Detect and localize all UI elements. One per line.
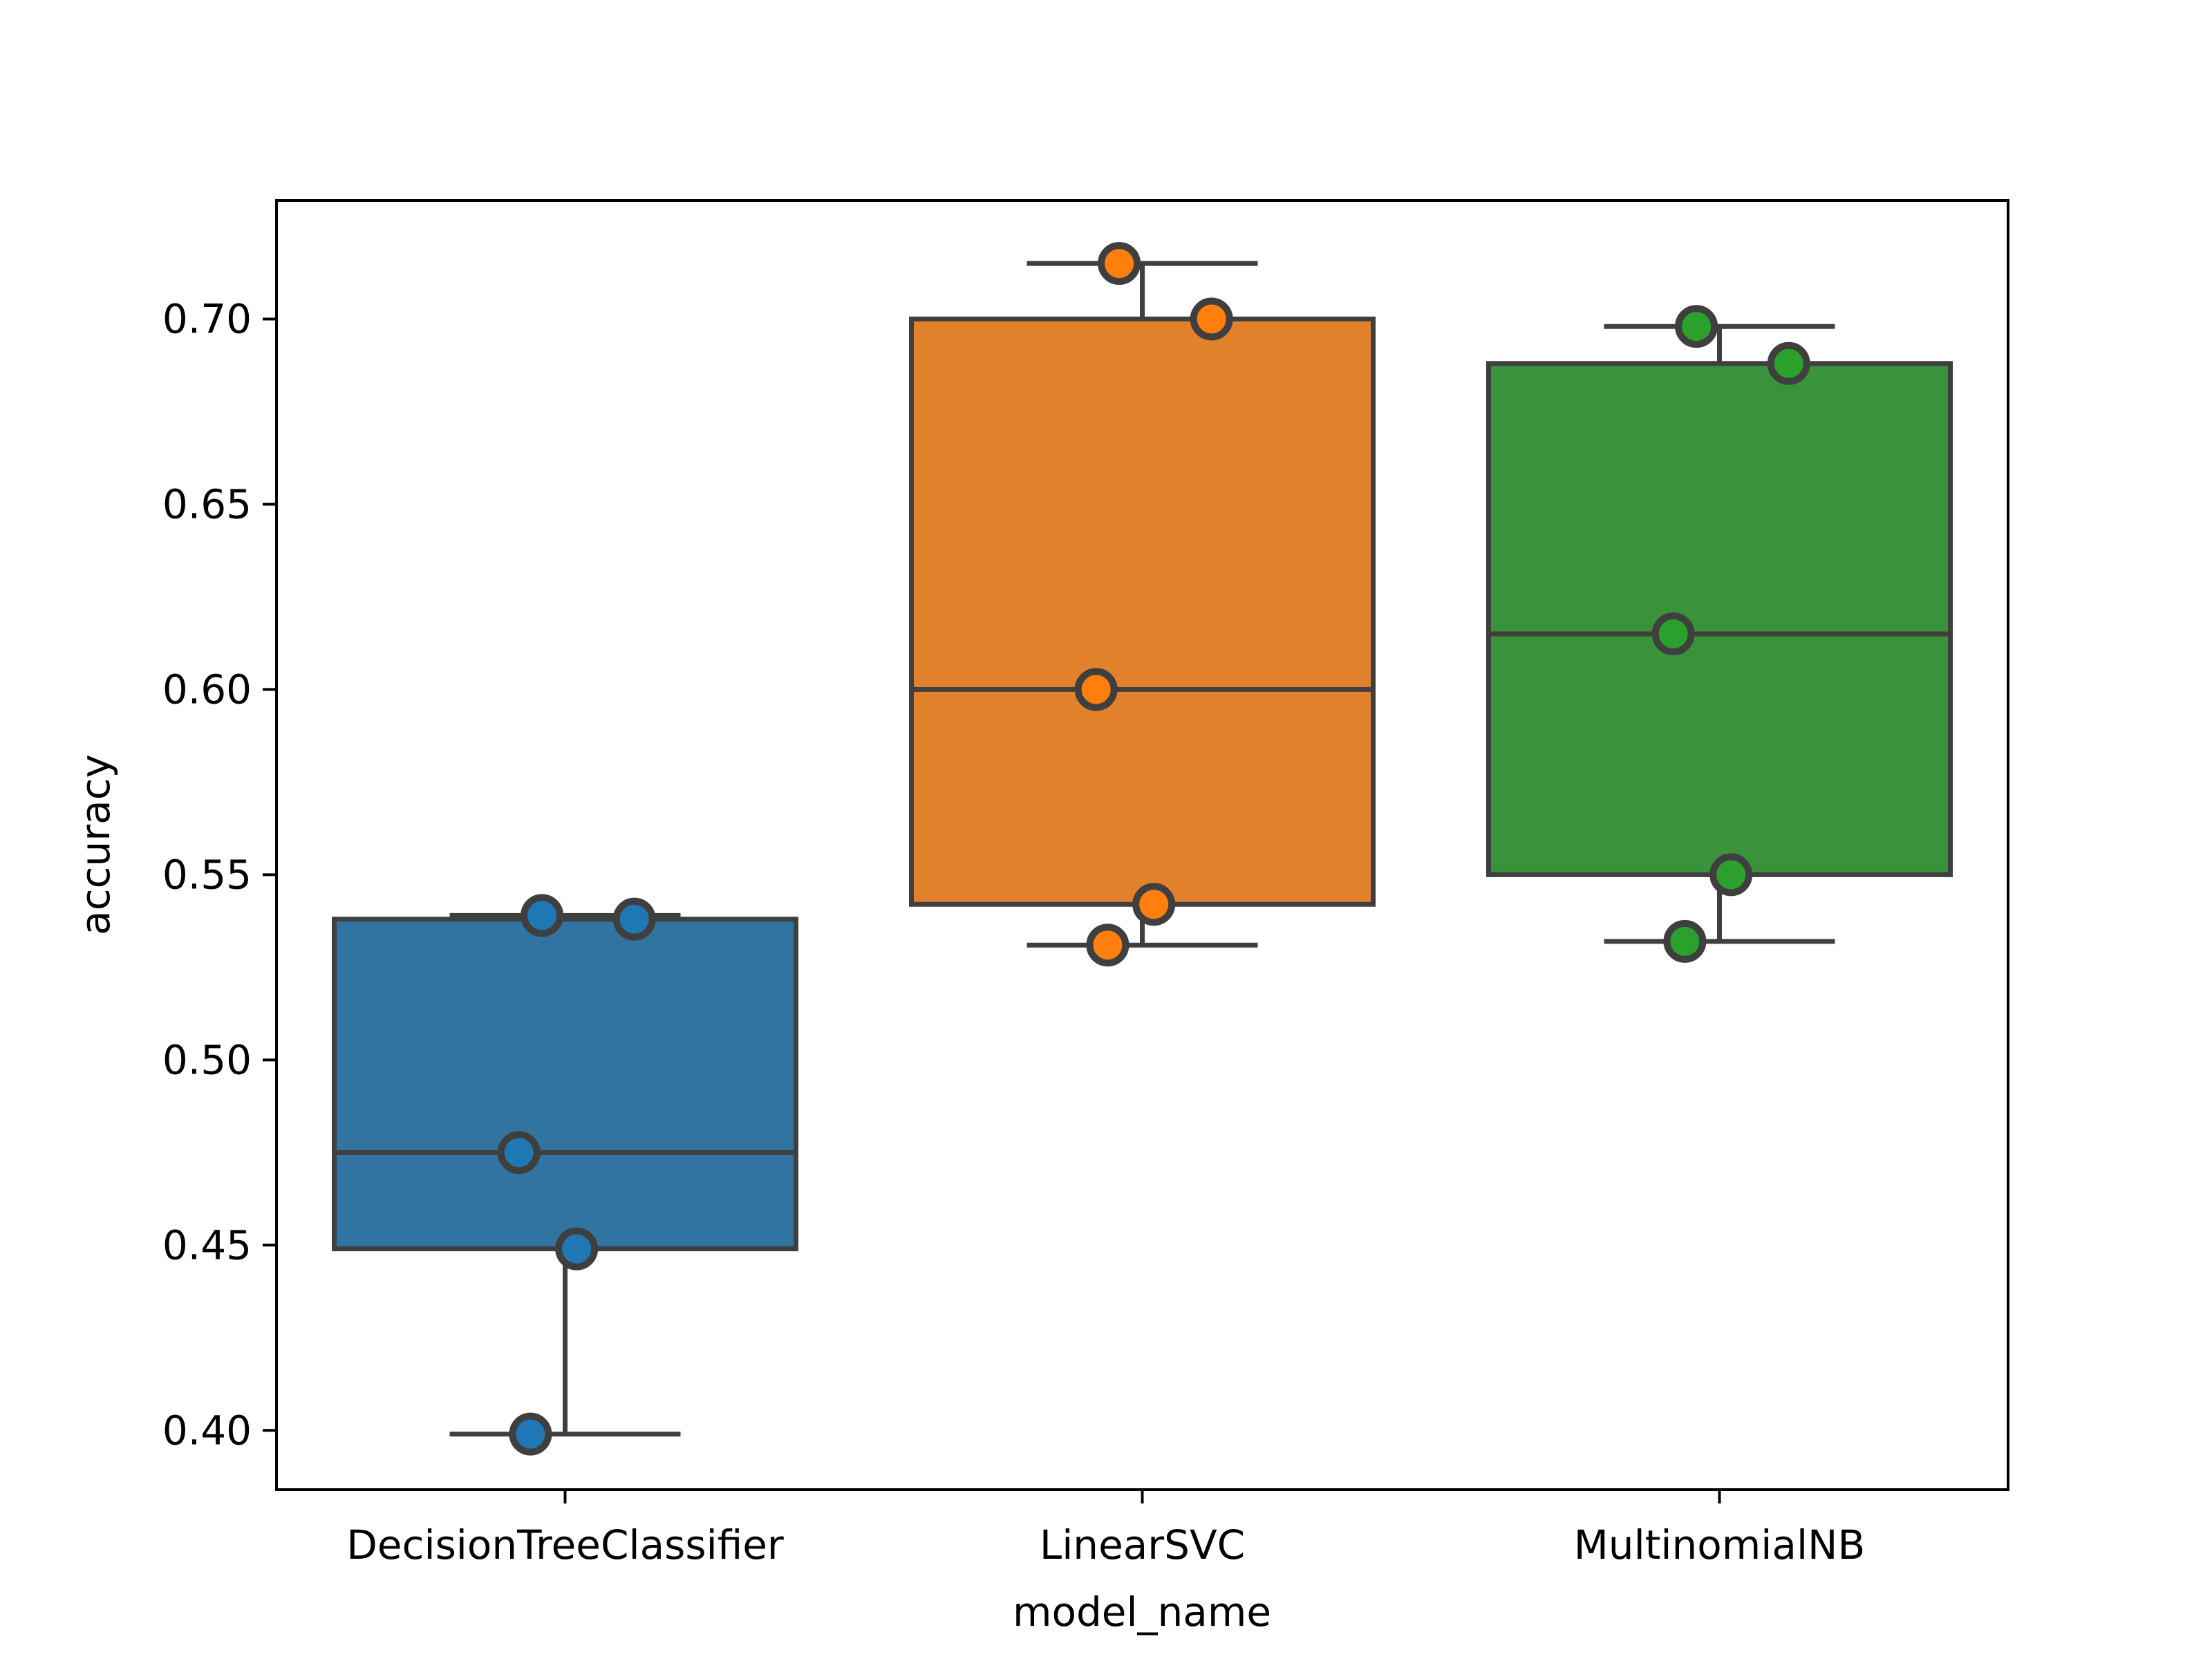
box-iqr (1486, 361, 1953, 877)
data-point (1651, 612, 1695, 656)
data-point (1675, 305, 1718, 348)
x-axis-label: model_name (1013, 1588, 1271, 1635)
data-point (1767, 341, 1810, 385)
y-tick-label: 0.50 (162, 1036, 252, 1083)
y-tick-label: 0.45 (162, 1221, 252, 1268)
x-tick-label: DecisionTreeClassifier (346, 1521, 784, 1568)
y-tick-label: 0.65 (162, 480, 252, 527)
data-point (1086, 924, 1130, 967)
x-tick-label: MultinomialNB (1574, 1521, 1865, 1568)
y-tick-label: 0.55 (162, 851, 252, 898)
data-point (1098, 242, 1141, 285)
x-tick-label: LinearSVC (1040, 1521, 1245, 1568)
data-point (497, 1131, 541, 1174)
y-tick-label: 0.40 (162, 1407, 252, 1454)
points-layer (497, 242, 1810, 1456)
data-point (555, 1227, 599, 1271)
y-tick-label: 0.70 (162, 295, 252, 342)
y-axis: 0.40 0.45 0.50 0.55 0.60 0.65 0.70 (162, 295, 276, 1454)
box-group (909, 261, 1376, 948)
box-iqr (909, 316, 1376, 907)
y-axis-label: accuracy (72, 754, 119, 935)
box-iqr (332, 917, 798, 1252)
box-group (1486, 324, 1953, 944)
data-point (1074, 668, 1118, 711)
data-point (1190, 297, 1233, 341)
data-point (521, 894, 564, 937)
y-tick-label: 0.60 (162, 666, 252, 713)
x-axis: DecisionTreeClassifier LinearSVC Multinomi… (346, 1490, 1865, 1568)
data-point (612, 897, 656, 941)
data-point (1132, 883, 1176, 926)
data-point (1709, 853, 1753, 897)
data-point (1663, 919, 1707, 963)
data-point (509, 1412, 552, 1456)
